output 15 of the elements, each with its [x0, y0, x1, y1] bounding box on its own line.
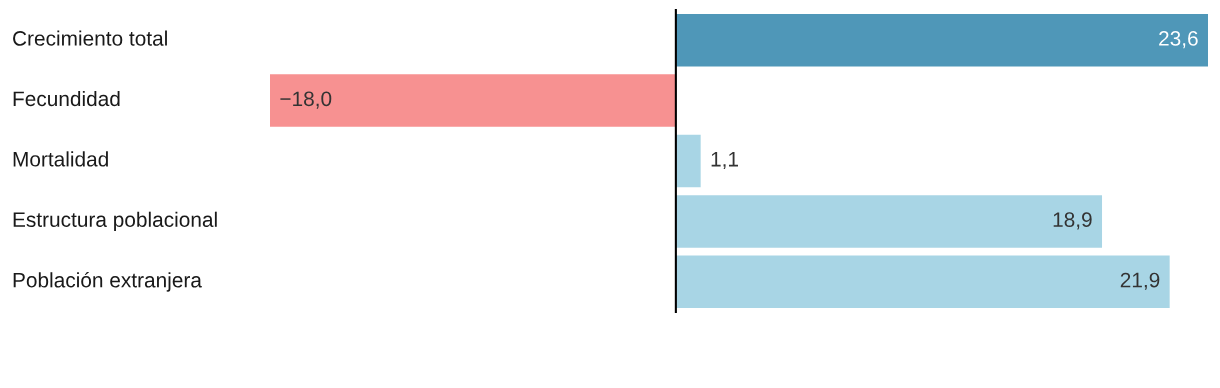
data-label: 21,9	[1120, 272, 1160, 290]
bar	[675, 195, 1103, 248]
bar	[675, 134, 701, 188]
data-label: 23,6	[1159, 31, 1198, 49]
y-tick-label: Población extranjera	[13, 271, 202, 292]
bar	[675, 255, 1170, 309]
bar	[270, 74, 676, 127]
y-tick-label: Fecundidad	[13, 90, 120, 107]
y-tick-label: Crecimiento total	[13, 30, 167, 46]
y-tick-label: Mortalidad	[13, 151, 108, 167]
data-label: 1,1	[711, 152, 738, 170]
y-tick-label: Estructura poblacional	[13, 211, 217, 232]
data-label: 18,9	[1053, 212, 1092, 230]
data-label: −18,0	[280, 91, 332, 109]
bar	[675, 13, 1208, 67]
